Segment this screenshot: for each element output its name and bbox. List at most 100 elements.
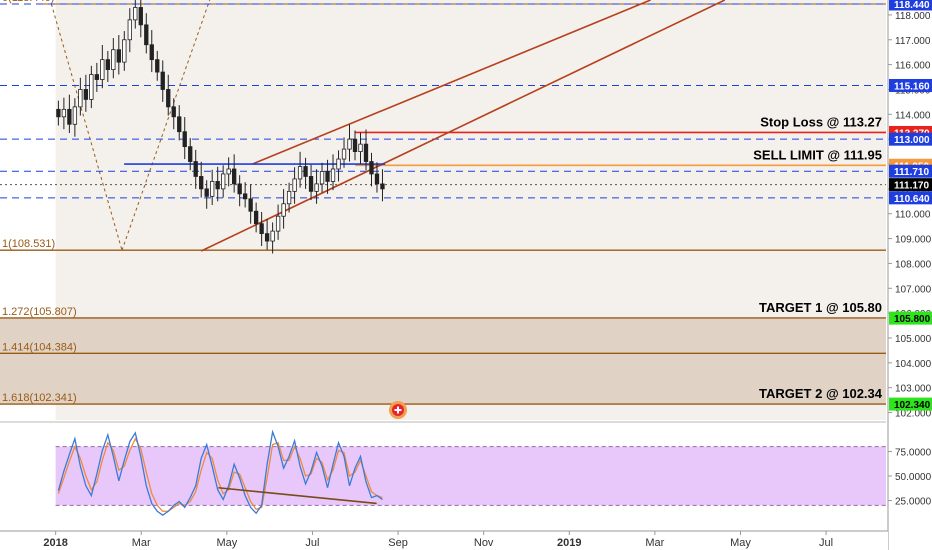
price-badge (889, 397, 932, 411)
price-tick-label: 118.000 (895, 11, 931, 22)
price-badge-label: 111.170 (894, 181, 929, 192)
candle-body (297, 166, 303, 180)
fib-level-label: 1.618(102.341) (2, 392, 77, 404)
oscillator-tick-label: 75.0000 (895, 448, 932, 459)
candle-body (330, 168, 336, 182)
target-zone-fill (0, 317, 886, 405)
candle-body (232, 168, 237, 185)
price-badge-label: 113.000 (894, 135, 930, 146)
candle-body (292, 178, 297, 192)
candle-body (61, 108, 67, 118)
trendline (200, 0, 726, 252)
price-badge (889, 311, 932, 325)
price-tick-label: 117.000 (895, 36, 931, 47)
candle-body (100, 59, 105, 80)
oscillator-tick-label: 50.0000 (895, 472, 932, 483)
candle-body (221, 173, 226, 190)
candle-body (199, 176, 204, 190)
candle-body (336, 158, 341, 170)
annotation-label: Stop Loss @ 113.27 (760, 114, 882, 129)
candle-body (144, 24, 149, 46)
candle-body (105, 59, 110, 70)
candle-body (188, 146, 193, 162)
annotation-label: TARGET 2 @ 102.34 (759, 386, 883, 401)
trendline (252, 0, 651, 165)
candle-body (264, 233, 270, 242)
candle-body (204, 188, 209, 197)
price-tick-label: 104.000 (895, 359, 932, 370)
price-badge (889, 78, 932, 92)
fib-level-label: 0(118.440) (2, 0, 54, 4)
time-tick-label: Mar (645, 537, 664, 549)
candle-body (83, 89, 89, 100)
time-tick-label: 2019 (557, 537, 581, 549)
candle-body (94, 74, 99, 80)
candle-body (56, 108, 61, 118)
candle-body (160, 71, 165, 90)
time-tick-label: Mar (132, 537, 151, 549)
candle-body (374, 173, 380, 185)
price-badge-label: 102.340 (894, 400, 931, 411)
oscillator-divergence-line (218, 486, 377, 505)
time-tick-label: May (730, 537, 751, 549)
candle-body (270, 230, 275, 242)
price-badge (889, 191, 932, 205)
time-tick-label: Jul (305, 537, 319, 549)
candle-body (369, 161, 374, 175)
candle-body (303, 166, 308, 177)
oscillator-d-line (57, 437, 383, 512)
oscillator-tick-label: 25.0000 (895, 497, 932, 508)
candle-body (89, 74, 94, 100)
candle-body (177, 116, 182, 133)
fib-level-label: 1(108.531) (2, 238, 55, 250)
price-tick-label: 105.000 (895, 334, 932, 345)
candle-body (314, 183, 319, 192)
candle-body (78, 89, 83, 108)
price-badge-label: 118.440 (894, 0, 930, 11)
candle-body (215, 181, 220, 190)
candle-body (182, 131, 187, 148)
price-badge (889, 0, 932, 11)
oscillator-k-line (57, 429, 383, 516)
candle-body (171, 106, 176, 118)
candle-body (122, 39, 127, 63)
logo-plus-v (397, 406, 399, 414)
candle-body (286, 190, 292, 205)
fib-projection-line (50, 3, 123, 251)
candle-body (149, 44, 154, 61)
annotation-label: SELL LIMIT @ 111.95 (753, 147, 882, 162)
candle-body (138, 7, 143, 26)
time-axis-background (0, 531, 888, 550)
candle-body (325, 171, 330, 182)
candle-body (308, 176, 314, 192)
candle-body (319, 171, 325, 185)
price-tick-label: 114.000 (895, 110, 931, 121)
price-badge-label: 110.640 (894, 194, 930, 205)
candle-body (133, 7, 138, 21)
candle-body (155, 59, 160, 73)
candle-body (363, 143, 369, 162)
candle-body (259, 223, 264, 235)
candle-body (352, 138, 358, 152)
price-badge-label: 111.710 (894, 167, 929, 178)
candle-body (193, 161, 198, 177)
candle-body (72, 106, 78, 125)
candle-body (281, 203, 286, 217)
candle-body (111, 49, 116, 70)
price-badge-label: 115.160 (894, 81, 930, 92)
time-tick-label: Jul (819, 537, 833, 549)
candle-body (210, 181, 215, 197)
candle-body (253, 210, 259, 225)
candle-body (226, 168, 231, 175)
candle-body (248, 198, 253, 212)
candle-body (67, 108, 72, 125)
price-badge (889, 178, 932, 192)
price-tick-label: 103.000 (895, 384, 932, 395)
price-badge (889, 132, 932, 146)
candle-body (127, 19, 132, 41)
annotation-label: TARGET 1 @ 105.80 (759, 300, 882, 315)
price-tick-label: 116.000 (895, 61, 931, 72)
time-tick-label: 2018 (43, 537, 67, 549)
price-tick-label: 102.000 (895, 409, 932, 420)
